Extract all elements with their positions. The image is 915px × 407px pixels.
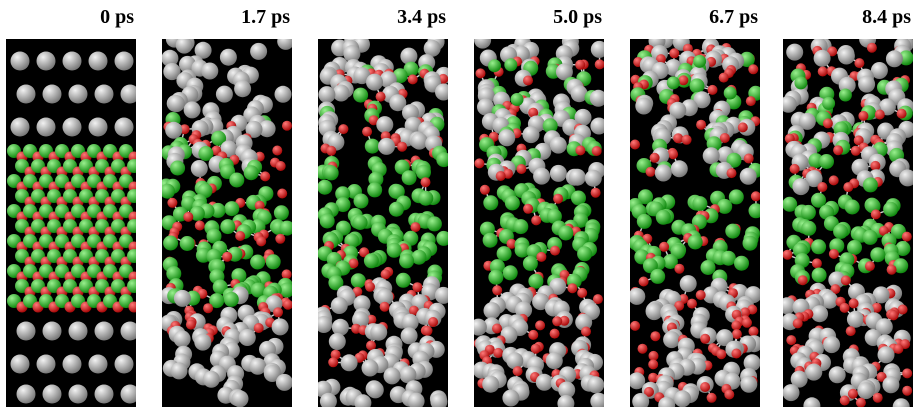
frame-label: 3.4 ps [397, 6, 446, 28]
atom-render [474, 39, 604, 407]
frame-label: 0 ps [100, 6, 134, 28]
simulation-panel [162, 39, 292, 407]
frame-label: 1.7 ps [241, 6, 290, 28]
atom-render [783, 39, 913, 407]
simulation-panel [783, 39, 913, 407]
frame-0: 0 ps [0, 0, 138, 407]
frame-label: 8.4 ps [862, 6, 911, 28]
frame-label: 5.0 ps [553, 6, 602, 28]
atom-render [7, 51, 136, 404]
simulation-panel [474, 39, 604, 407]
frame-4: 6.7 ps [624, 0, 762, 407]
frame-label: 6.7 ps [709, 6, 758, 28]
frame-5: 8.4 ps [777, 0, 915, 407]
simulation-panel [630, 39, 760, 407]
frame-3: 5.0 ps [468, 0, 606, 407]
simulation-panel [6, 39, 136, 407]
atom-render [318, 39, 448, 407]
frame-2: 3.4 ps [312, 0, 450, 407]
frame-1: 1.7 ps [156, 0, 294, 407]
atom-render [630, 39, 760, 407]
atom-render [162, 39, 292, 407]
simulation-panel [318, 39, 448, 407]
